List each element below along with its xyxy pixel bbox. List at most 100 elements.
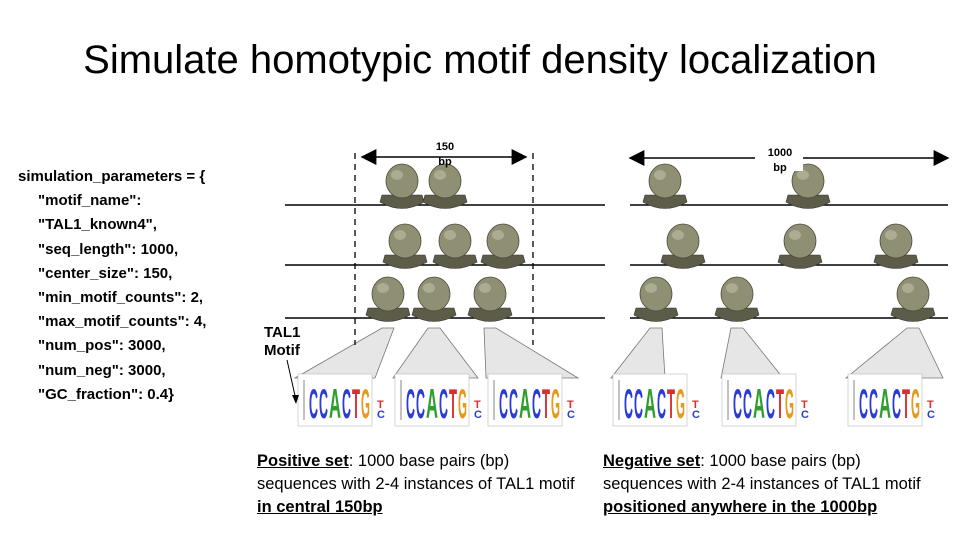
tf-blob [467,276,513,322]
tf-base [422,194,468,209]
tf-base [785,194,831,209]
logo-letter: C [657,380,666,427]
tf-highlight [654,170,666,180]
tf-base [642,194,688,209]
tf-blob [432,223,478,269]
positive-set-emphasis: in central 150bp [257,498,383,516]
tf-highlight [394,230,406,240]
logo-letter: C [869,380,878,427]
tf-head [720,276,754,312]
tf-blob [873,223,919,269]
code-line: "num_pos": 3000, [38,337,166,355]
negative-set-caption: Negative set: 1000 base pairs (bp) seque… [603,450,943,519]
negative-set-heading: Negative set [603,452,701,470]
tf-head [417,276,451,312]
logo-letter: C [406,380,415,427]
tf-highlight [797,170,809,180]
logo-letter: C [927,409,935,421]
tf-base [432,254,478,269]
logo-letter: C [342,380,351,427]
logo-letter: T [801,399,808,411]
logo-letter: A [519,380,531,427]
logo-frame [297,373,373,427]
tf-highlight [645,283,657,293]
motif-zoom-fan [483,327,580,379]
tf-blob [714,276,760,322]
sequence-logo: C C A C T G TC [297,373,385,427]
tf-highlight [492,230,504,240]
center-width-label: 150 bp [436,141,454,168]
tf-head [385,163,419,199]
logo-letter: G [785,380,794,427]
negative-set-emphasis: positioned anywhere in the 1000bp [603,498,878,516]
logo-letter: G [911,380,920,427]
tf-base [467,307,513,322]
tf-blob [379,163,425,209]
tf-head [428,163,462,199]
motif-pointer [286,359,297,401]
logo-letter: C [892,380,901,427]
logo-frame [394,373,470,427]
code-line: "seq_length": 1000, [38,240,179,258]
tf-highlight [479,283,491,293]
tf-blob [422,163,468,209]
tf-base [382,254,428,269]
logo-letter: C [859,380,868,427]
code-open-line: simulation_parameters = { [18,168,206,185]
tf-base [633,307,679,322]
tf-blob [890,276,936,322]
logo-letter: C [309,380,318,427]
motif-zoom-fan [610,327,666,379]
tf-head [648,163,682,199]
tf-head [666,223,700,259]
logo-letter: C [692,409,700,421]
logo-letter: A [879,380,891,427]
logo-letter: T [377,399,384,411]
code-line: "TAL1_known4", [38,216,157,234]
tf-blob [411,276,457,322]
tf-blob [785,163,831,209]
tf-blob [777,223,823,269]
motif-zoom-fan [844,327,944,379]
tf-highlight [885,230,897,240]
tf-head [486,223,520,259]
motif-zoom-fan [293,327,395,379]
sequence-logo: C C A C T G TC [847,373,935,427]
logo-letter: C [766,380,775,427]
positive-set-heading: Positive set [257,452,349,470]
logo-letter: G [676,380,685,427]
tf-head [783,223,817,259]
tf-highlight [726,283,738,293]
positive-set-text: : 1000 base pairs (bp) sequences with 2-… [257,452,575,493]
logo-letter: C [439,380,448,427]
tf-highlight [377,283,389,293]
slide-title: Simulate homotypic motif density localiz… [83,38,877,82]
tf-blob [642,163,688,209]
tf-base [660,254,706,269]
logo-letter: T [567,399,574,411]
logo-letter: C [743,380,752,427]
tf-base [873,254,919,269]
logo-letter: G [551,380,560,427]
full-width-label: 1000 bp [768,147,792,174]
logo-letter: A [753,380,765,427]
tf-head [388,223,422,259]
tf-blob [382,223,428,269]
code-line: "center_size": 150, [38,264,173,282]
tal1-motif-label: TAL1 Motif [264,324,301,359]
logo-frame [721,373,797,427]
logo-letter: G [361,380,370,427]
logo-letter: C [733,380,742,427]
logo-letter: T [474,399,481,411]
code-line: "min_motif_counts": 2, [38,289,204,307]
logo-letter: A [644,380,656,427]
tf-base [480,254,526,269]
logo-letter: G [458,380,467,427]
tf-blob [365,276,411,322]
tf-head [639,276,673,312]
tf-head [879,223,913,259]
tf-highlight [672,230,684,240]
tf-head [896,276,930,312]
tf-blob [660,223,706,269]
